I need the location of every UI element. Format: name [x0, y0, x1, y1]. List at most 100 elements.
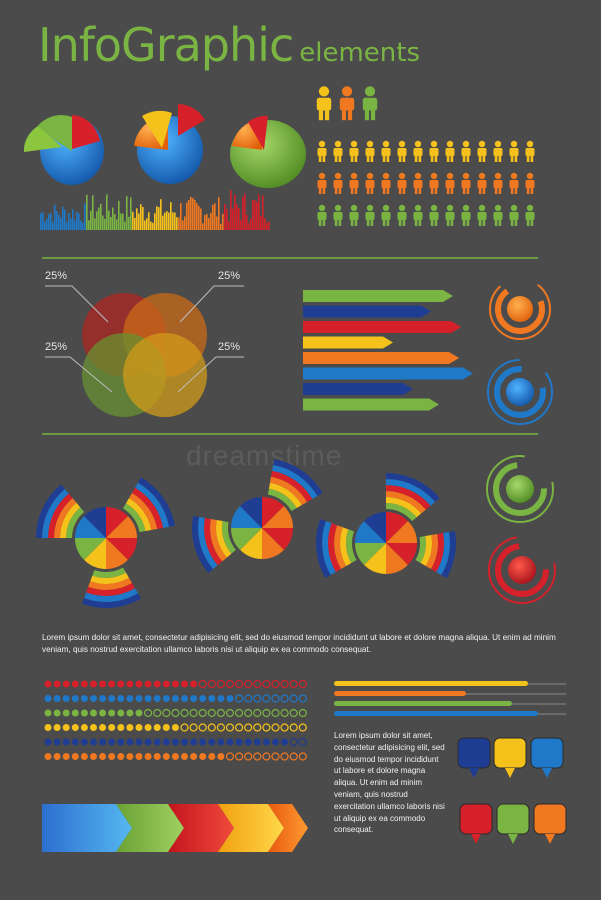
equalizer-bar: [248, 223, 250, 230]
equalizer-bar: [178, 217, 180, 230]
dot-filled: [80, 753, 88, 760]
dot-empty: [271, 752, 280, 761]
dot-filled: [44, 738, 52, 746]
equalizer-bar: [148, 212, 150, 230]
dot-filled: [99, 695, 107, 702]
page-title: InfoGraphic elements: [38, 18, 420, 72]
dot-empty: [298, 694, 307, 703]
person-icon: [413, 204, 423, 226]
dot-filled: [217, 695, 225, 702]
dot-filled: [108, 738, 116, 746]
dot-filled: [253, 738, 261, 746]
dot-filled: [71, 738, 79, 746]
person-icon: [349, 172, 359, 194]
dot-filled: [71, 680, 79, 688]
dot-empty: [225, 679, 235, 689]
equalizer-bar: [230, 190, 232, 230]
equalizer-bar: [242, 197, 244, 230]
equalizer-bar: [50, 212, 52, 230]
dot-empty: [244, 679, 253, 689]
dot-empty: [216, 708, 225, 718]
person-icon: [525, 172, 535, 194]
pinwheel-segment: [215, 520, 232, 558]
pinwheel-segment: [328, 523, 341, 572]
pinwheel-segment: [88, 577, 132, 591]
dot-empty: [180, 708, 189, 718]
person-icon: [413, 140, 423, 162]
equalizer-bar: [116, 219, 118, 230]
equalizer-bar: [162, 215, 164, 230]
dot-filled: [44, 753, 52, 760]
equalizer-bar: [92, 195, 94, 230]
pinwheel-segment: [386, 485, 431, 510]
equalizer-bar: [180, 203, 182, 230]
equalizer-bar: [98, 207, 100, 230]
speech-bubble-icon: [459, 803, 493, 844]
dot-filled: [108, 680, 116, 688]
pinwheel-segment: [75, 538, 106, 560]
equalizer-bar: [114, 214, 116, 230]
dot-filled: [71, 724, 79, 731]
equalizer-bar: [196, 203, 198, 230]
dot-empty: [298, 708, 307, 718]
person-icon: [509, 204, 519, 226]
speech-bubble-icon: [496, 803, 530, 844]
dot-filled: [190, 738, 198, 746]
equalizer-bar: [256, 201, 258, 230]
equalizer-bar: [100, 203, 102, 230]
dot-empty: [253, 694, 262, 703]
dot-filled: [90, 753, 97, 760]
equalizer-bar: [48, 214, 50, 230]
equalizer-bar: [104, 218, 106, 230]
pinwheel-segment: [386, 512, 408, 543]
dot-filled: [135, 680, 143, 688]
venn-circle-yellow: [123, 333, 207, 417]
person-icon: [461, 172, 471, 194]
dot-filled: [217, 738, 225, 746]
dot-filled: [117, 695, 125, 702]
pinwheel-segment: [106, 516, 137, 538]
dot-empty: [280, 723, 289, 732]
dot-empty: [144, 708, 153, 718]
dot-filled: [117, 724, 125, 731]
equalizer-bar: [212, 204, 214, 230]
dot-filled: [90, 724, 97, 731]
equalizer-bar: [186, 202, 188, 230]
dot-empty: [289, 694, 298, 703]
equalizer-bar: [260, 216, 262, 230]
dot-empty: [271, 708, 280, 718]
dot-filled: [80, 695, 88, 702]
pinwheel-segment: [106, 538, 128, 569]
equalizer-bar: [72, 209, 74, 230]
equalizer-bar: [176, 217, 178, 230]
person-icon: [493, 140, 503, 162]
dot-filled: [62, 695, 70, 702]
dot-filled: [126, 709, 134, 717]
equalizer-bar: [146, 218, 148, 230]
dot-empty: [207, 708, 216, 718]
equalizer-bar: [58, 214, 60, 230]
pinwheel-segment: [262, 497, 284, 528]
dot-empty: [198, 679, 207, 689]
dot-empty: [216, 679, 225, 689]
equalizer-bar: [202, 223, 204, 230]
pinwheel-segment: [272, 464, 318, 499]
dot-empty: [244, 723, 253, 732]
equalizer-bar: [66, 222, 68, 230]
dot-empty: [253, 723, 262, 732]
person-icon: [317, 172, 327, 194]
arrow-bar: [303, 383, 413, 395]
pinwheel-segment: [316, 519, 331, 578]
pinwheel-chart: [316, 473, 456, 578]
arrow-bar: [303, 290, 453, 302]
dot-filled: [117, 680, 125, 688]
equalizer-bar: [268, 221, 270, 230]
dot-empty: [180, 723, 189, 732]
equalizer-bar: [238, 208, 240, 230]
equalizer-bar: [60, 217, 62, 230]
speech-bubble-icon: [493, 737, 527, 778]
pinwheel-segment: [84, 507, 106, 538]
dot-filled: [281, 738, 289, 746]
dot-filled: [62, 753, 70, 760]
